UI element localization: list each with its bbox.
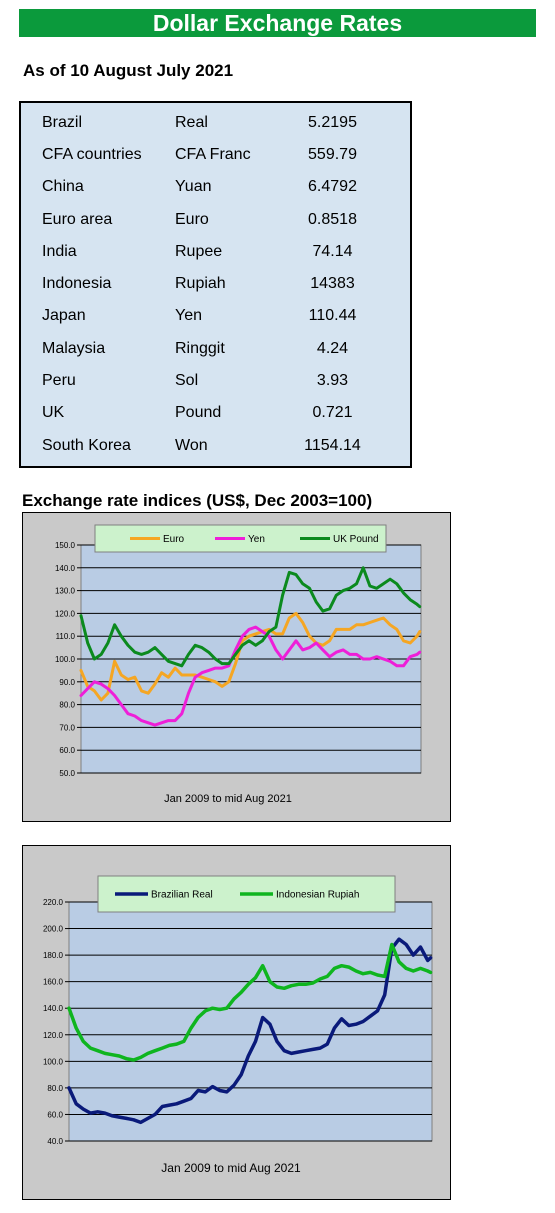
legend-label: UK Pound <box>333 534 379 545</box>
y-tick-label: 100.0 <box>55 655 76 664</box>
y-tick-label: 70.0 <box>59 723 75 732</box>
legend-label: Brazilian Real <box>151 890 213 901</box>
rate-country: Japan <box>42 307 86 325</box>
rate-country: Peru <box>42 372 76 390</box>
rate-country: China <box>42 178 84 196</box>
legend-label: Euro <box>163 534 185 545</box>
y-tick-label: 130.0 <box>55 587 76 596</box>
rate-country: Brazil <box>42 113 83 131</box>
as-of-date: As of 10 August July 2021 <box>23 61 234 80</box>
rate-row: Peru Sol 3.93 <box>21 364 410 396</box>
rate-country: Malaysia <box>42 339 106 357</box>
y-tick-label: 200.0 <box>43 925 64 934</box>
y-tick-label: 80.0 <box>47 1084 63 1093</box>
rate-currency: Sol <box>175 372 199 390</box>
chart-section-title: Exchange rate indices (US$, Dec 2003=100… <box>22 491 373 510</box>
rate-row: Euro area Euro 0.8518 <box>21 203 410 235</box>
rate-country: Euro area <box>42 210 113 228</box>
chart-real-rupiah: 40.0 60.0 80.0 100.0 120.0 140.0 160.0 180.0 200… <box>22 845 451 1200</box>
rate-value: 0.721 <box>312 404 353 422</box>
rate-value: 110.44 <box>308 307 357 325</box>
series-line-1 <box>79 611 422 702</box>
rate-currency: Pound <box>175 404 222 422</box>
legend-label: Yen <box>248 534 265 545</box>
series-line-2 <box>67 942 433 1062</box>
rate-country: CFA countries <box>42 145 142 163</box>
rate-country: South Korea <box>42 436 131 454</box>
rate-currency: CFA Franc <box>175 145 251 163</box>
rate-value: 6.4792 <box>308 178 357 196</box>
y-tick-label: 100.0 <box>43 1057 64 1066</box>
rate-currency: Euro <box>175 210 209 228</box>
rate-row: Indonesia Rupiah 14383 <box>21 267 410 299</box>
x-axis-label: Jan 2009 to mid Aug 2021 <box>161 1161 301 1175</box>
rate-value: 559.79 <box>308 145 357 163</box>
rate-row: CFA countries CFA Franc 559.79 <box>21 138 410 170</box>
y-tick-label: 40.0 <box>47 1137 63 1146</box>
y-tick-label: 60.0 <box>59 746 75 755</box>
rate-value: 0.8518 <box>308 210 357 228</box>
rate-row: Japan Yen 110.44 <box>21 300 410 332</box>
y-tick-label: 180.0 <box>43 951 64 960</box>
rate-country: Indonesia <box>42 275 112 293</box>
rate-row: South Korea Won 1154.14 <box>21 429 410 461</box>
y-tick-label: 220.0 <box>43 898 64 907</box>
y-tick-label: 120.0 <box>43 1031 64 1040</box>
rates-table: Brazil Real 5.2195 CFA countries CFA Franc 55… <box>21 106 410 461</box>
rate-value: 1154.14 <box>304 436 361 454</box>
rate-currency: Yen <box>175 307 202 325</box>
rate-country: UK <box>42 404 65 422</box>
series-line-3 <box>79 566 422 668</box>
rate-row: Malaysia Ringgit 4.24 <box>21 332 410 364</box>
y-tick-label: 60.0 <box>47 1110 63 1119</box>
rate-country: India <box>42 242 77 260</box>
plot-area <box>68 901 433 1142</box>
rate-row: China Yuan 6.4792 <box>21 171 410 203</box>
chart-euro-yen-pound: 50.0 60.0 70.0 80.0 90.0 100.0 110.0 120.0 130.0… <box>22 512 451 822</box>
rate-currency: Yuan <box>175 178 212 196</box>
rate-row: Brazil Real 5.2195 <box>21 106 410 138</box>
page-banner: Dollar Exchange Rates <box>19 9 536 37</box>
rate-value: 4.24 <box>316 339 349 357</box>
y-tick-label: 110.0 <box>56 632 76 641</box>
y-tick-label: 80.0 <box>59 701 75 710</box>
y-tick-label: 50.0 <box>59 769 75 778</box>
series-line-1 <box>67 937 433 1125</box>
y-tick-label: 140.0 <box>55 564 76 573</box>
y-tick-label: 150.0 <box>55 541 76 550</box>
rate-currency: Ringgit <box>175 339 225 357</box>
rate-value: 14383 <box>310 275 355 293</box>
y-tick-label: 140.0 <box>43 1004 64 1013</box>
rate-value: 74.14 <box>312 242 353 260</box>
rate-row: India Rupee 74.14 <box>21 235 410 267</box>
rate-value: 3.93 <box>316 372 349 390</box>
rate-currency: Real <box>175 113 208 131</box>
rate-value: 5.2195 <box>308 113 357 131</box>
x-axis-label: Jan 2009 to mid Aug 2021 <box>164 793 292 805</box>
rate-currency: Won <box>175 436 208 454</box>
rates-table-box: Brazil Real 5.2195 CFA countries CFA Franc 55… <box>19 101 412 468</box>
rate-row: UK Pound 0.721 <box>21 397 410 429</box>
y-tick-label: 160.0 <box>43 978 64 987</box>
legend-label: Indonesian Rupiah <box>276 890 359 901</box>
series-line-2 <box>79 625 422 727</box>
y-tick-label: 120.0 <box>55 609 76 618</box>
rate-currency: Rupiah <box>175 275 226 293</box>
rate-currency: Rupee <box>175 242 223 260</box>
y-tick-label: 90.0 <box>59 678 75 687</box>
